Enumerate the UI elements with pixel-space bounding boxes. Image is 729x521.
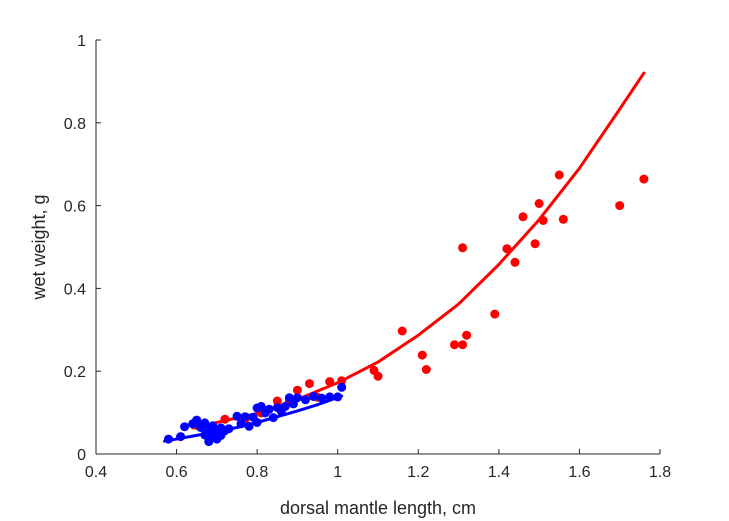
- data-point-series-1: [510, 257, 520, 267]
- data-point-series-2: [333, 392, 343, 402]
- x-tick-label: 0.4: [85, 464, 107, 481]
- x-tick-label: 0.8: [246, 464, 268, 481]
- data-point-series-2: [224, 424, 234, 434]
- data-point-series-1: [518, 212, 528, 222]
- data-point-series-1: [502, 244, 512, 254]
- data-point-series-2: [264, 404, 274, 414]
- data-point-series-2: [232, 411, 242, 421]
- x-tick-label: 1: [333, 464, 342, 481]
- x-tick-label: 1.4: [488, 464, 510, 481]
- data-point-series-1: [373, 371, 383, 381]
- y-tick-label: 0.6: [64, 199, 86, 216]
- data-point-series-2: [317, 393, 327, 403]
- y-tick-label: 0: [77, 447, 86, 464]
- data-point-series-1: [305, 379, 314, 389]
- data-point-series-2: [200, 418, 210, 428]
- data-points: [164, 170, 649, 447]
- x-axis-label: dorsal mantle length, cm: [280, 498, 476, 518]
- data-point-series-1: [458, 243, 468, 253]
- data-point-series-2: [337, 382, 347, 392]
- data-point-series-1: [534, 199, 544, 208]
- y-tick-label: 0.2: [64, 364, 86, 381]
- data-point-series-1: [490, 309, 500, 319]
- y-tick-label: 0.4: [64, 281, 86, 298]
- data-point-series-2: [280, 401, 290, 411]
- data-point-series-2: [176, 432, 186, 442]
- x-tick-label: 1.6: [568, 464, 590, 481]
- data-point-series-2: [244, 421, 254, 431]
- data-point-series-1: [417, 350, 427, 360]
- data-point-series-2: [268, 413, 278, 423]
- data-point-series-1: [450, 340, 459, 350]
- data-point-series-2: [292, 393, 302, 403]
- data-point-series-2: [236, 419, 246, 429]
- data-point-series-2: [240, 412, 250, 422]
- y-tick-label: 1: [77, 33, 86, 50]
- axes: 0.4 0.6 0.8 1 1.2 1.4 1.6 1.8 0 0.2 0.4 0.6 0.8 1: [64, 33, 671, 481]
- data-point-series-1: [421, 365, 431, 374]
- data-point-series-1: [554, 170, 564, 180]
- data-point-series-2: [301, 395, 310, 405]
- data-point-series-2: [256, 401, 266, 411]
- x-tick-label: 1.2: [407, 464, 429, 481]
- data-point-series-1: [639, 174, 649, 184]
- data-point-series-1: [462, 330, 472, 340]
- x-tick-label: 1.8: [649, 464, 671, 481]
- data-point-series-1: [458, 340, 468, 350]
- data-point-series-1: [397, 326, 407, 336]
- data-point-series-1: [325, 377, 335, 387]
- data-point-series-1: [538, 216, 548, 225]
- data-point-series-1: [220, 414, 230, 424]
- data-point-series-1: [530, 239, 540, 249]
- data-point-series-1: [292, 385, 302, 395]
- data-point-series-2: [325, 392, 335, 402]
- data-point-series-2: [252, 418, 262, 427]
- data-point-series-2: [309, 392, 318, 401]
- data-point-series-2: [192, 415, 202, 425]
- y-axis-label: wet weight, g: [29, 194, 49, 300]
- y-tick-label: 0.8: [64, 116, 86, 133]
- data-point-series-2: [164, 434, 173, 444]
- x-tick-label: 0.6: [165, 464, 187, 481]
- data-point-series-1: [615, 201, 625, 211]
- data-point-series-2: [180, 422, 190, 432]
- data-point-series-1: [558, 214, 568, 224]
- data-point-series-1: [272, 396, 282, 406]
- data-point-series-1: [337, 376, 347, 386]
